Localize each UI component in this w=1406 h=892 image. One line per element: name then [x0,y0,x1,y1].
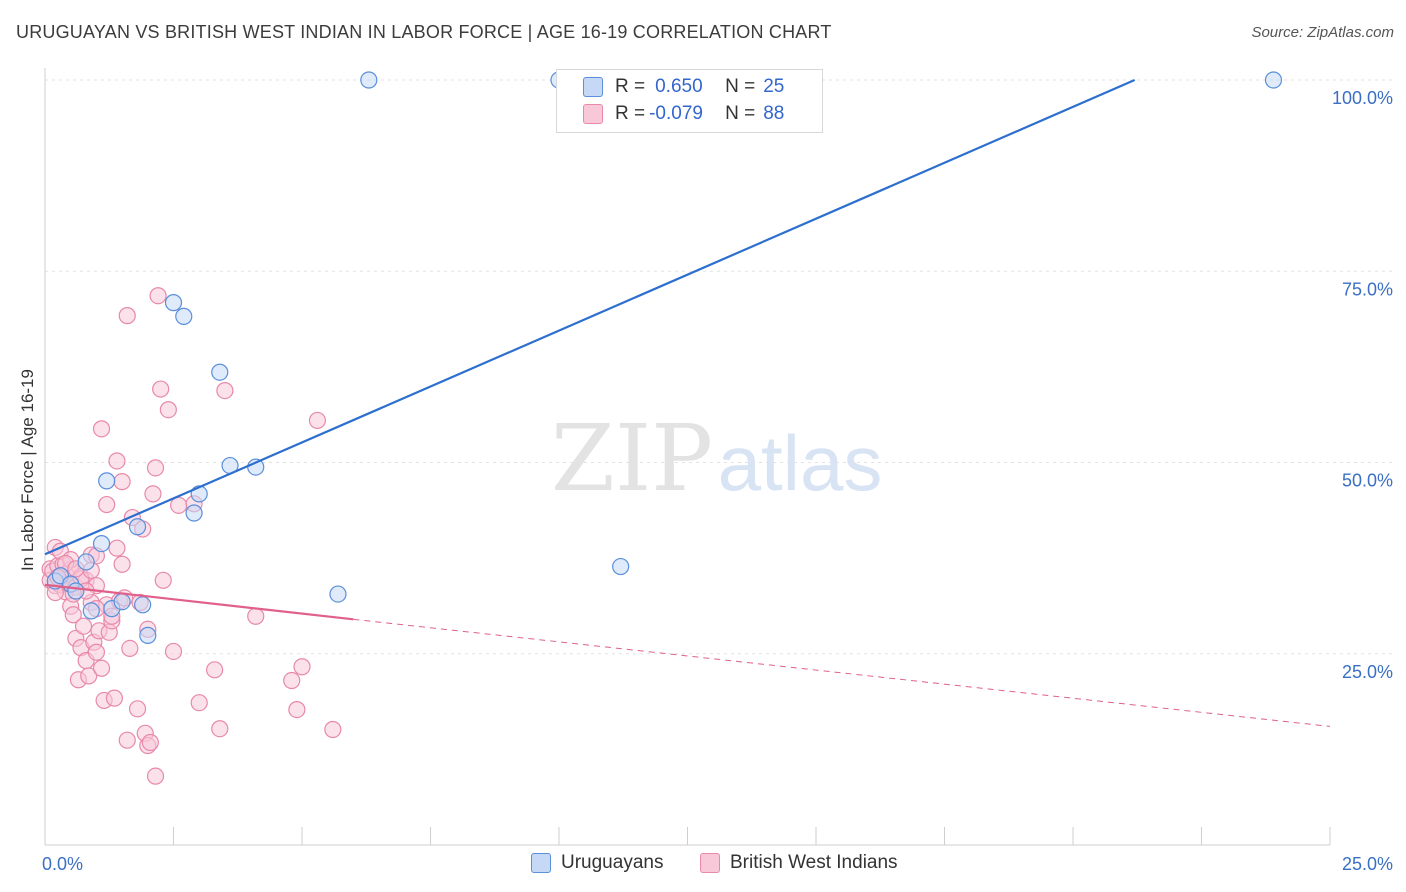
point-bwi [164,642,183,661]
point-uruguayans [612,557,630,576]
point-bwi [206,661,224,679]
trend-line-uruguayans [44,78,1136,556]
point-uruguayans [211,363,229,381]
point-uruguayans [164,294,183,312]
point-bwi [211,720,229,738]
trend-line-bwi-extension [353,618,1331,727]
point-bwi [118,731,136,749]
legend-swatch-uruguayans [531,853,551,873]
point-uruguayans [134,596,152,614]
point-uruguayans [185,504,203,522]
point-bwi [80,667,98,685]
point-bwi [108,539,126,557]
point-bwi [118,307,136,325]
legend-n-uruguayans: 25 [763,76,785,97]
point-bwi [159,401,177,419]
legend-r-label: R = [615,103,646,124]
legend-item-bwi[interactable]: British West Indians [700,852,898,874]
x-tick-label: 25.0% [1342,854,1393,874]
point-bwi [64,606,82,624]
point-bwi [308,411,327,430]
legend-row-uruguayans: R = 0.650 N = 25 [557,74,784,100]
axes [44,68,1331,846]
y-tick-label: 50.0% [1342,471,1393,491]
point-bwi [190,694,208,712]
point-bwi [216,381,234,400]
stats-legend: R = 0.650 N = 25 R = -0.079 N = 88 [556,69,823,133]
legend-swatch-bwi [700,853,720,873]
point-uruguayans [77,553,95,571]
point-bwi [293,658,311,676]
watermark: ZIP atlas [551,405,882,512]
legend-r-bwi: -0.079 [649,103,703,124]
point-uruguayans [113,593,131,611]
y-tick-label: 25.0% [1342,662,1393,682]
series-legend: Uruguayans British West Indians [0,852,1406,878]
point-uruguayans [92,534,111,553]
legend-swatch-bwi [583,104,603,124]
legend-item-uruguayans[interactable]: Uruguayans [531,852,663,874]
point-uruguayans [360,71,378,89]
legend-label-uruguayans: Uruguayans [561,852,664,873]
point-bwi [146,767,165,785]
legend-r-label: R = [615,76,646,97]
point-bwi [113,473,131,491]
point-bwi [113,555,131,573]
point-bwi [146,459,165,477]
point-bwi [283,671,301,690]
point-bwi [121,639,139,657]
point-bwi [141,733,159,752]
watermark-zip: ZIP [551,405,713,512]
point-bwi [324,720,342,739]
point-uruguayans [175,307,193,325]
legend-n-label: N = [725,103,756,124]
legend-r-uruguayans: 0.650 [655,76,703,97]
point-bwi [74,617,93,635]
trend-lines [44,78,1331,727]
y-tick-label: 75.0% [1342,279,1393,299]
point-bwi [108,452,126,470]
point-bwi [154,571,172,589]
point-uruguayans [128,518,147,536]
point-uruguayans [67,582,85,600]
point-bwi [98,495,116,514]
point-uruguayans [1264,71,1283,89]
point-bwi [152,380,170,398]
point-bwi [128,700,147,718]
legend-swatch-uruguayans [583,77,603,97]
chart-title: URUGUAYAN VS BRITISH WEST INDIAN IN LABO… [16,22,832,42]
point-bwi [144,485,162,503]
series-uruguayans-points [46,71,1283,644]
x-tick-label: 0.0% [42,854,83,874]
point-uruguayans [82,602,100,620]
point-bwi [288,700,306,719]
point-bwi [149,287,167,305]
point-bwi [247,607,265,625]
legend-n-bwi: 88 [763,103,785,124]
legend-row-bwi: R = -0.079 N = 88 [557,101,784,127]
point-bwi [92,659,111,677]
source-note: Source: ZipAtlas.com [1251,24,1394,41]
point-uruguayans [139,626,157,644]
tick-labels: 25.0% 50.0% 75.0% 100.0% 0.0% 25.0% [42,88,1393,874]
y-tick-label: 100.0% [1332,88,1393,108]
point-uruguayans [98,472,116,490]
point-uruguayans [329,585,347,603]
point-bwi [87,643,106,661]
legend-label-bwi: British West Indians [730,852,898,873]
watermark-atlas: atlas [718,419,883,507]
legend-n-label: N = [725,76,756,97]
trend-line-bwi [44,583,354,621]
gridlines [45,79,1392,655]
point-bwi [92,420,111,438]
point-bwi [105,689,123,707]
